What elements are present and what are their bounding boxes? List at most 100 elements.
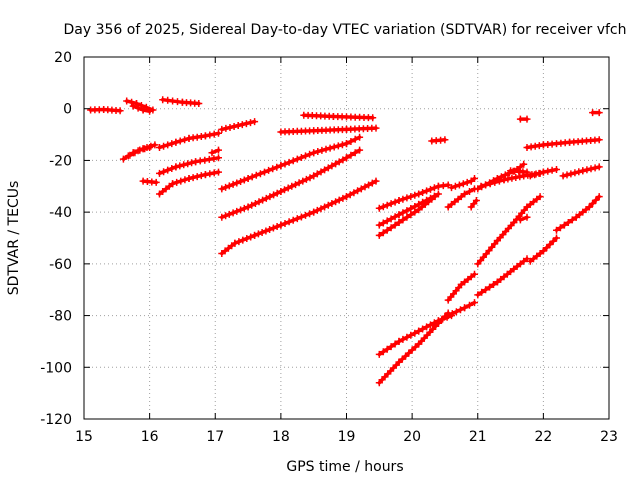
data-point-marker	[210, 155, 218, 163]
data-point-marker	[235, 238, 243, 246]
data-point-marker	[461, 190, 469, 198]
data-point-marker	[482, 286, 490, 294]
data-point-marker	[210, 130, 218, 138]
data-point-marker	[251, 231, 259, 239]
data-point-marker	[201, 132, 209, 140]
data-point-marker	[472, 197, 480, 204]
data-point-marker	[297, 213, 305, 221]
data-point-marker	[407, 205, 415, 212]
data-point-marker	[403, 207, 411, 215]
data-point-marker	[206, 170, 214, 178]
series-s16	[218, 146, 364, 221]
series-s9	[156, 154, 222, 177]
x-tick-label: 20	[403, 429, 421, 445]
data-point-marker	[240, 176, 248, 184]
data-point-marker	[553, 166, 560, 173]
data-point-marker	[176, 162, 184, 170]
data-point-marker	[156, 169, 163, 177]
data-point-marker	[466, 301, 473, 309]
data-point-marker	[553, 234, 560, 242]
data-point-marker	[299, 177, 307, 185]
data-point-marker	[523, 213, 531, 221]
data-point-marker	[277, 221, 285, 229]
data-point-marker	[368, 179, 376, 187]
series-s23	[448, 175, 478, 192]
data-point-marker	[172, 138, 180, 146]
data-point-marker	[262, 227, 270, 235]
data-point-marker	[131, 149, 139, 157]
data-point-marker	[326, 144, 334, 152]
series-s15	[218, 133, 364, 193]
data-point-marker	[285, 218, 293, 226]
data-point-marker	[591, 164, 599, 172]
y-axis-label: SDTVAR / TECUs	[6, 181, 22, 296]
data-point-marker	[302, 175, 310, 183]
data-point-marker	[277, 188, 285, 195]
data-point-marker	[321, 203, 329, 211]
data-point-marker	[317, 168, 325, 176]
data-point-marker	[452, 308, 460, 316]
data-point-marker	[372, 177, 380, 185]
series-s34	[523, 136, 603, 151]
data-point-marker	[306, 174, 314, 182]
data-point-marker	[471, 175, 478, 182]
data-point-marker	[266, 226, 274, 233]
data-point-marker	[215, 129, 222, 137]
data-point-marker	[399, 335, 407, 343]
data-point-marker	[328, 200, 336, 207]
series-s14	[300, 111, 377, 122]
data-point-marker	[239, 236, 247, 244]
x-tick-label: 17	[206, 429, 224, 445]
data-point-marker	[508, 174, 516, 182]
y-tick-label: 20	[54, 50, 72, 66]
data-point-marker	[490, 281, 497, 288]
data-point-marker	[222, 212, 230, 220]
data-point-marker	[192, 158, 200, 166]
data-point-marker	[160, 142, 168, 150]
data-series	[87, 96, 603, 387]
data-point-marker	[403, 213, 411, 221]
data-point-marker	[523, 115, 531, 123]
y-tick-label: 0	[63, 102, 72, 118]
data-point-marker	[256, 170, 264, 178]
data-point-marker	[375, 350, 383, 358]
data-point-marker	[589, 109, 597, 117]
data-point-marker	[248, 201, 256, 209]
series-s1	[87, 106, 124, 115]
data-point-marker	[391, 213, 399, 221]
data-point-marker	[523, 168, 531, 176]
data-point-marker	[595, 109, 603, 117]
data-point-marker	[411, 208, 419, 216]
data-point-marker	[372, 124, 380, 132]
series-s27	[444, 270, 478, 304]
series-s28	[444, 299, 478, 320]
data-point-marker	[339, 194, 347, 202]
data-point-marker	[403, 194, 411, 202]
data-point-marker	[430, 184, 438, 192]
x-tick-label: 23	[600, 429, 618, 445]
data-point-marker	[583, 166, 591, 174]
data-point-marker	[567, 170, 575, 178]
data-point-marker	[350, 189, 358, 197]
data-point-marker	[335, 158, 343, 166]
data-point-marker	[501, 171, 509, 179]
y-tick-label: -80	[49, 309, 72, 325]
data-point-marker	[218, 125, 226, 133]
data-point-marker	[284, 184, 292, 192]
data-point-marker	[233, 207, 241, 215]
data-point-marker	[592, 196, 600, 204]
data-point-marker	[328, 162, 336, 170]
data-point-marker	[571, 169, 579, 177]
data-point-marker	[259, 196, 267, 204]
data-point-marker	[181, 136, 189, 144]
data-point-marker	[516, 173, 524, 181]
series-s13	[277, 124, 380, 136]
data-point-marker	[201, 156, 209, 164]
data-point-marker	[324, 164, 332, 172]
data-point-marker	[568, 216, 576, 224]
data-point-marker	[334, 142, 342, 150]
data-point-marker	[168, 140, 176, 148]
data-point-marker	[369, 114, 377, 122]
data-point-marker	[322, 145, 330, 153]
